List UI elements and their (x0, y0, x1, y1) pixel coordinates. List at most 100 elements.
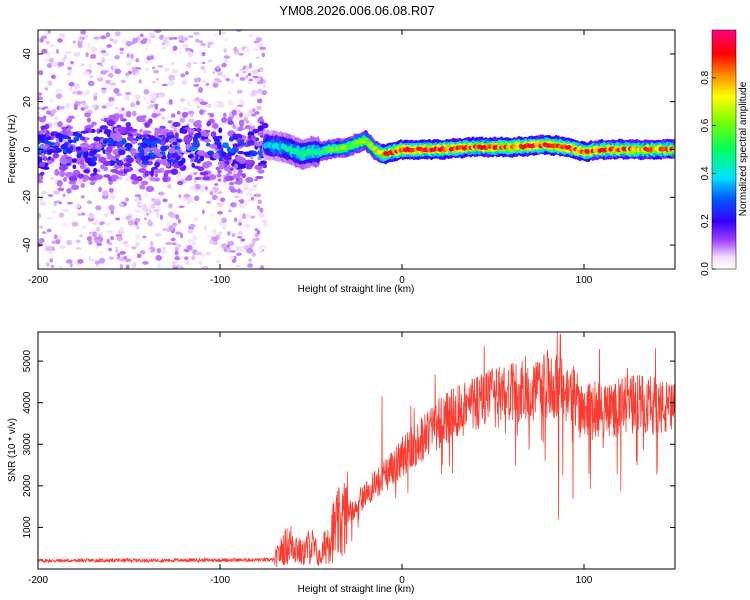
noise-mark (103, 166, 109, 172)
noise-mark (79, 233, 83, 238)
noise-mark (255, 193, 262, 198)
noise-mark (46, 63, 53, 69)
noise-mark (159, 214, 164, 220)
noise-mark (66, 136, 72, 140)
noise-mark (225, 175, 230, 182)
noise-mark (153, 69, 160, 74)
noise-mark (214, 183, 219, 186)
noise-mark (247, 263, 254, 268)
noise-mark (69, 145, 74, 151)
noise-mark (220, 197, 226, 203)
noise-mark (183, 248, 190, 253)
ridge-mark (368, 142, 373, 147)
noise-mark (45, 130, 50, 137)
noise-mark (188, 118, 195, 124)
noise-mark (236, 89, 243, 94)
noise-mark (50, 164, 58, 168)
noise-mark (195, 96, 200, 102)
noise-mark (109, 38, 114, 42)
noise-mark (98, 236, 104, 243)
noise-mark (190, 241, 197, 246)
noise-mark (247, 199, 251, 202)
noise-mark (200, 42, 207, 47)
noise-mark (140, 155, 146, 162)
noise-mark (259, 212, 265, 219)
noise-mark (178, 40, 185, 43)
noise-mark (213, 78, 221, 81)
noise-mark (257, 43, 264, 49)
ridge-mark (671, 147, 675, 153)
noise-mark (193, 84, 200, 87)
noise-mark (73, 83, 79, 89)
noise-mark (57, 187, 65, 192)
noise-mark (231, 109, 237, 116)
noise-mark (217, 210, 224, 215)
noise-mark (103, 128, 112, 135)
noise-mark (244, 223, 250, 228)
x-tick-label: 0 (399, 275, 405, 286)
noise-mark (161, 83, 168, 87)
noise-mark (171, 68, 178, 74)
noise-mark (113, 88, 120, 94)
noise-mark (229, 188, 238, 193)
noise-mark (76, 133, 83, 138)
noise-mark (239, 199, 245, 204)
noise-mark (125, 264, 130, 269)
noise-mark (247, 139, 255, 146)
noise-mark (138, 203, 144, 207)
noise-mark (107, 133, 111, 138)
noise-mark (201, 51, 206, 57)
noise-mark (196, 123, 202, 129)
noise-mark (132, 262, 137, 268)
noise-mark (53, 234, 58, 240)
noise-mark (139, 249, 146, 255)
noise-mark (224, 37, 229, 42)
noise-mark (79, 159, 85, 166)
noise-mark (147, 248, 152, 253)
noise-mark (180, 129, 188, 135)
noise-mark (174, 255, 180, 261)
noise-mark (47, 80, 53, 86)
noise-mark (197, 86, 204, 93)
noise-mark (218, 160, 225, 167)
noise-mark (241, 173, 247, 179)
noise-mark (166, 222, 172, 227)
noise-mark (214, 33, 219, 37)
noise-mark (223, 222, 227, 228)
noise-mark (196, 160, 201, 164)
noise-mark (255, 89, 263, 94)
noise-mark (52, 61, 58, 68)
noise-mark (187, 238, 195, 243)
noise-mark (212, 228, 217, 234)
noise-mark (98, 257, 106, 264)
noise-mark (81, 147, 89, 152)
noise-mark (160, 128, 170, 133)
noise-mark (88, 160, 97, 167)
noise-mark (217, 169, 222, 174)
noise-mark (39, 225, 44, 229)
noise-mark (39, 144, 48, 149)
noise-mark (244, 202, 248, 206)
noise-mark (69, 262, 73, 268)
noise-mark (118, 256, 125, 262)
noise-mark (170, 237, 176, 242)
noise-mark (73, 103, 78, 111)
noise-mark (93, 136, 101, 142)
noise-mark (237, 188, 241, 194)
noise-mark (218, 164, 225, 170)
noise-mark (243, 183, 248, 187)
noise-mark (145, 130, 152, 134)
noise-mark (116, 165, 123, 169)
noise-mark (202, 266, 207, 269)
noise-mark (124, 142, 133, 149)
noise-mark (203, 225, 208, 231)
noise-mark (145, 185, 155, 193)
noise-mark (39, 237, 45, 244)
noise-mark (56, 105, 61, 111)
noise-mark (142, 260, 149, 265)
noise-mark (252, 75, 259, 79)
noise-mark (194, 132, 201, 138)
noise-mark (172, 121, 181, 128)
noise-mark (211, 194, 218, 201)
